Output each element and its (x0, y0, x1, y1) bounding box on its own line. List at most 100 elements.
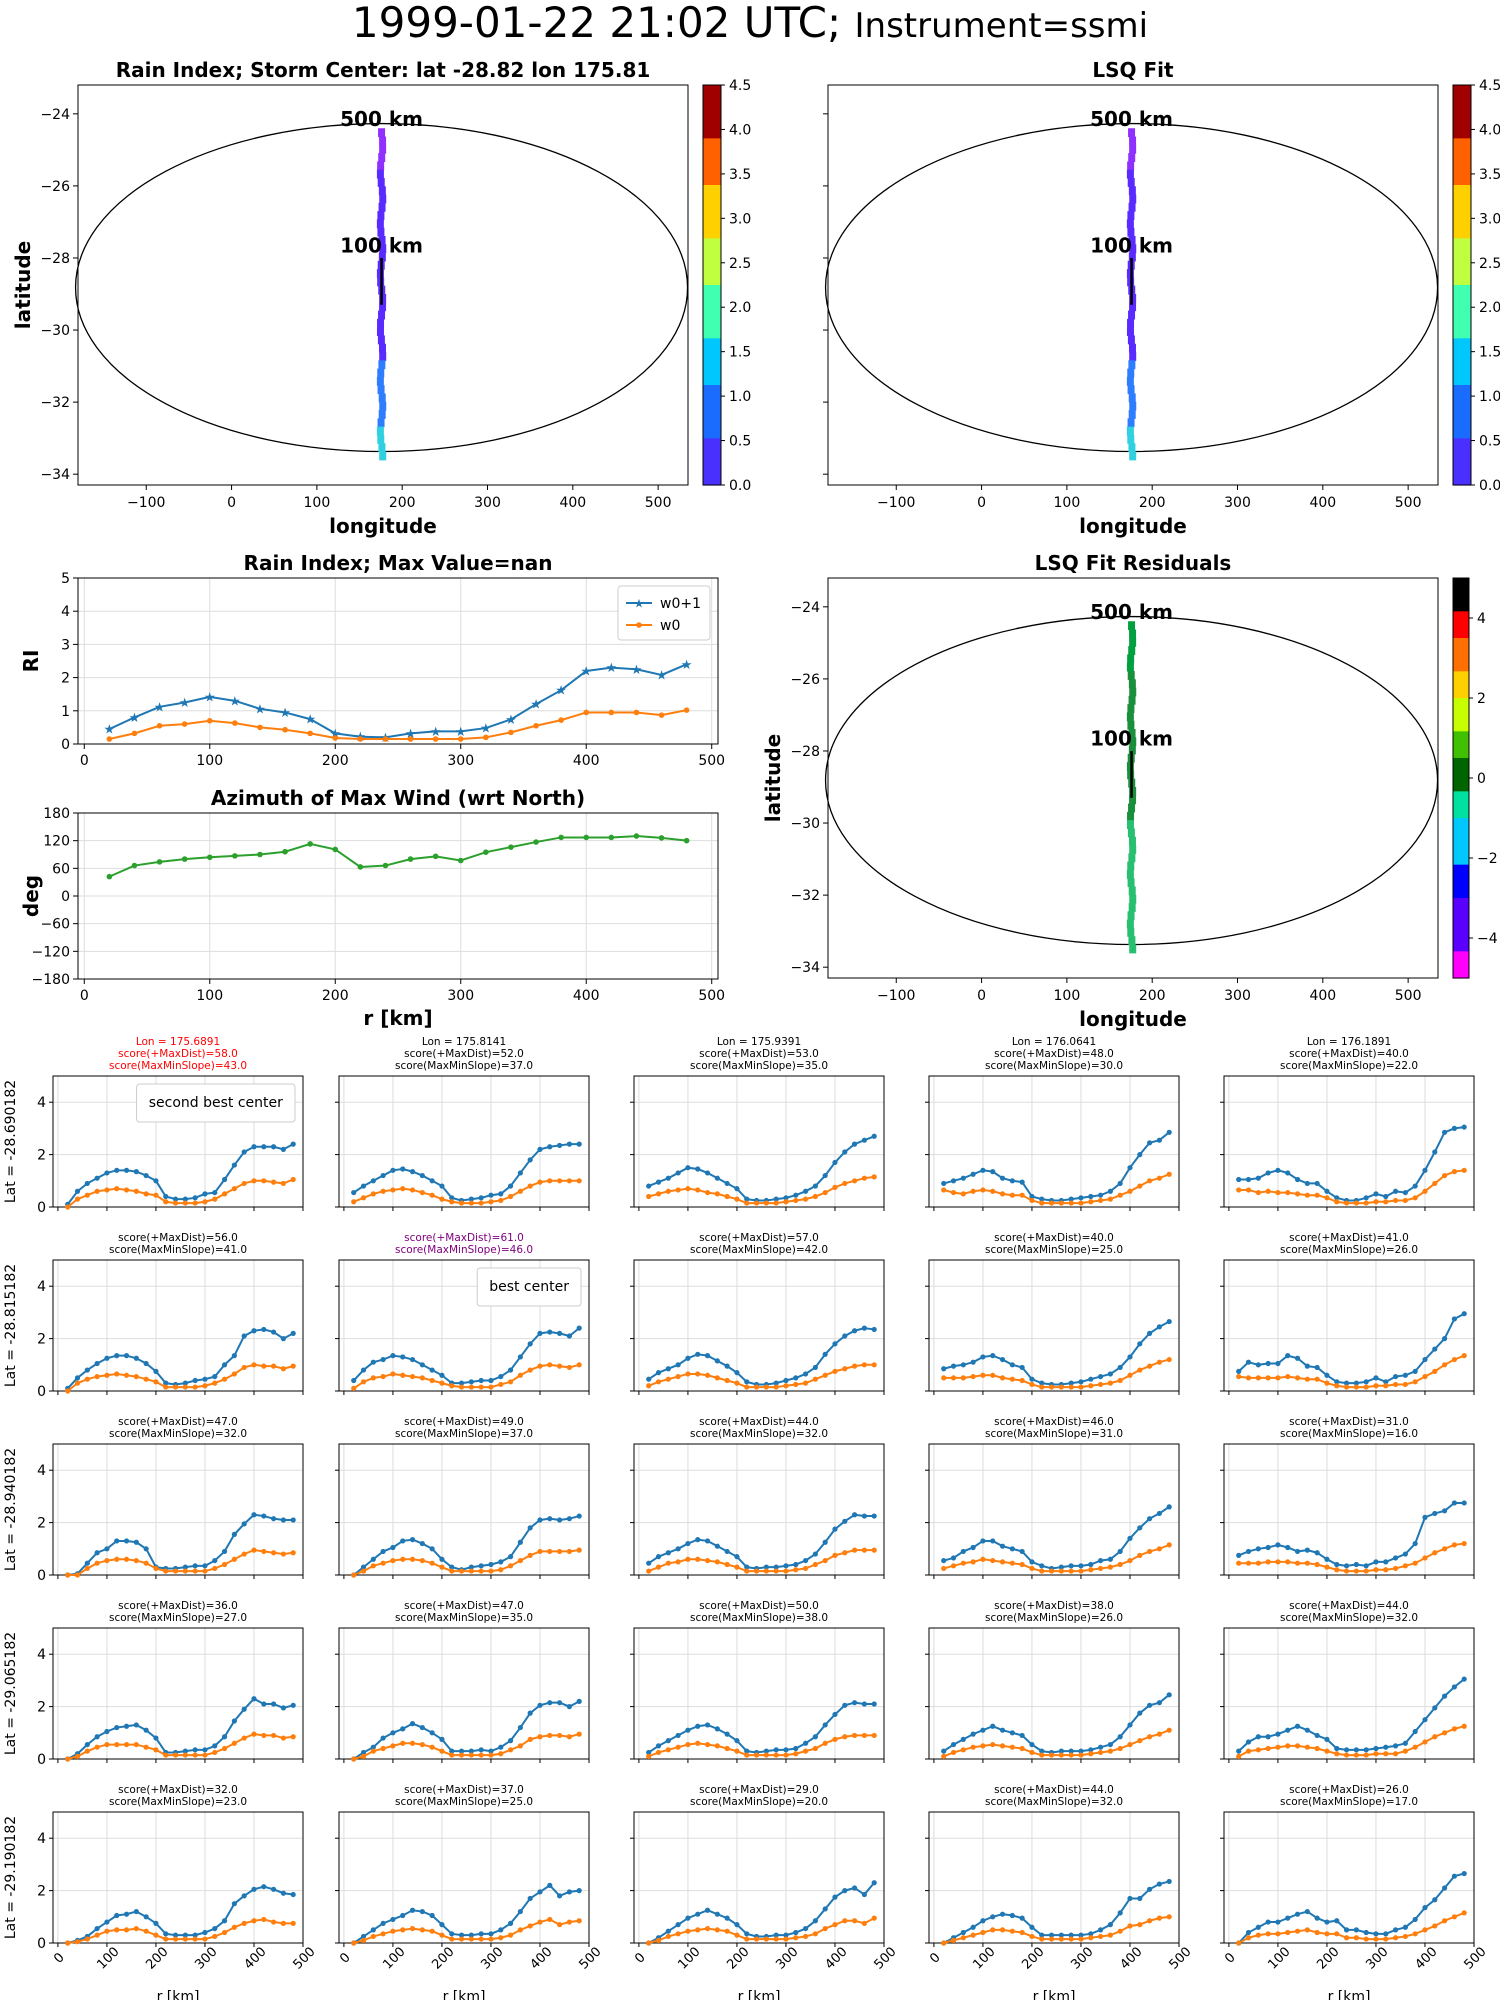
colorbar-tick-label: 0 (1477, 771, 1486, 787)
data-point (990, 1557, 996, 1564)
data-point (556, 1330, 563, 1336)
data-point (1265, 1360, 1271, 1367)
data-point (1048, 1568, 1055, 1574)
data-point (1097, 1744, 1104, 1750)
data-point (1402, 1197, 1408, 1204)
panel-score-maxdist: score(+MaxDist)=44.0 (699, 1416, 819, 1428)
data-point (1294, 1355, 1301, 1361)
data-point (290, 1920, 296, 1926)
data-point (537, 1179, 543, 1185)
data-point (990, 1741, 996, 1748)
data-point (212, 1380, 218, 1386)
data-point (1314, 1180, 1320, 1187)
data-point (153, 1565, 159, 1572)
data-point (802, 1748, 809, 1754)
colorbar-tick-label: 0.5 (729, 434, 751, 450)
data-point (675, 1922, 681, 1928)
swath-segment (1128, 936, 1136, 946)
panel-score-maxminslope: score(MaxMinSlope)=22.0 (1280, 1060, 1418, 1072)
plot-area (53, 1444, 303, 1575)
data-point (1412, 1379, 1418, 1385)
data-point (74, 1375, 81, 1381)
data-point (212, 1189, 218, 1196)
ring-label-100km: 100 km (1090, 727, 1173, 751)
data-point (1137, 1341, 1143, 1347)
data-point (1068, 1568, 1074, 1574)
data-point (999, 1543, 1006, 1549)
data-point (508, 729, 514, 736)
data-point (1088, 1567, 1094, 1573)
data-point (507, 1932, 514, 1938)
colorbar-step (703, 405, 721, 413)
colorbar-step (703, 151, 721, 159)
data-point (1039, 1563, 1045, 1569)
swath-segment (378, 360, 386, 370)
swath-segment (1129, 302, 1137, 312)
candidate-panel: Lon = 175.9391score(+MaxDist)=53.0score(… (630, 1036, 885, 1211)
data-point (970, 1559, 976, 1565)
colorbar-step (1453, 944, 1469, 952)
plot-frame (52, 1075, 304, 1208)
swath-segment (1128, 128, 1136, 138)
y-tick-label: −26 (40, 179, 70, 195)
candidate-panel: score(+MaxDist)=49.0score(MaxMinSlope)=3… (335, 1416, 590, 1579)
data-point: ★ (480, 722, 492, 737)
data-point (104, 1187, 110, 1193)
data-point (1441, 1362, 1448, 1368)
data-point (1107, 1741, 1113, 1748)
colorbar-step (1453, 631, 1469, 639)
data-point (360, 1933, 367, 1940)
data-point (960, 1175, 966, 1181)
data-point (206, 717, 213, 724)
colorbar-step (703, 131, 721, 139)
data-point (1334, 1383, 1340, 1389)
data-point (1009, 1376, 1015, 1382)
data-point (999, 1559, 1006, 1565)
data-point (1039, 1200, 1045, 1206)
data-point (1294, 1723, 1301, 1729)
data-point (1324, 1195, 1330, 1201)
data-point: ★ (580, 664, 592, 679)
data-point (153, 1920, 159, 1926)
data-point (1363, 1195, 1369, 1201)
data-point (212, 1743, 218, 1749)
swath-segment (377, 434, 385, 444)
data-point (685, 1727, 691, 1733)
data-point (478, 1200, 484, 1206)
data-point (1137, 1710, 1143, 1716)
data-point (1363, 1384, 1369, 1390)
data-point: ★ (555, 684, 567, 699)
data-point (1353, 1747, 1359, 1753)
swath-segment (379, 302, 387, 312)
data-point (665, 1738, 671, 1744)
panel-score-maxminslope: score(MaxMinSlope)=37.0 (395, 1060, 533, 1072)
plot-frame (633, 1075, 885, 1208)
data-point (1353, 1752, 1359, 1758)
data-point (1373, 1936, 1379, 1942)
data-point (832, 1894, 838, 1900)
data-point (1265, 1745, 1271, 1752)
data-point (646, 1940, 652, 1946)
colorbar-step (1453, 764, 1469, 772)
x-tick-label: 400 (573, 988, 600, 1004)
data-point (960, 1362, 966, 1368)
data-point (851, 1885, 858, 1891)
data-point (419, 1927, 425, 1933)
data-point (783, 1752, 789, 1758)
data-point (1107, 1556, 1113, 1562)
swath-segment (1129, 637, 1137, 647)
colorbar-step (1453, 811, 1469, 819)
data-point (202, 1199, 208, 1205)
data-point (793, 1567, 799, 1573)
colorbar-tick-label: 3.0 (729, 211, 751, 227)
swath-segment (1129, 352, 1137, 361)
data-point (488, 1748, 494, 1754)
colorbar-step (1453, 611, 1469, 619)
data-point (1236, 1753, 1242, 1759)
data-point (409, 1740, 416, 1746)
swath-segment (378, 235, 386, 245)
x-axis-label: r [km] (443, 1989, 486, 2000)
colorbar-step (1453, 85, 1471, 93)
colorbar-step (1453, 385, 1471, 393)
data-point (221, 1362, 228, 1368)
